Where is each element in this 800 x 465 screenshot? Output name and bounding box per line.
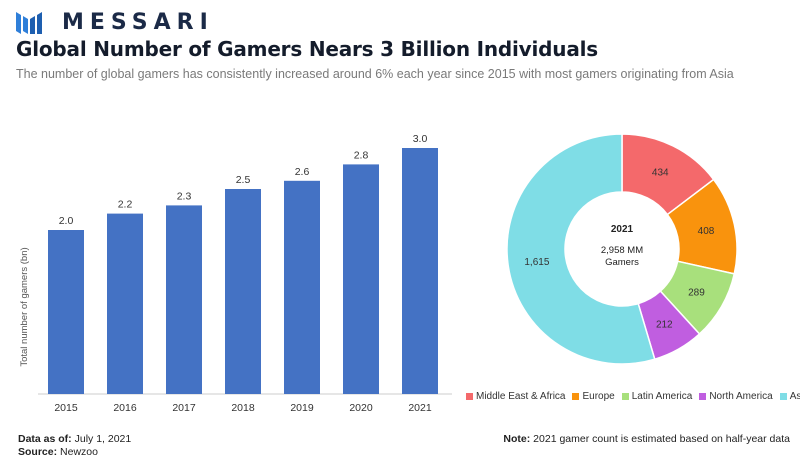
messari-logo-mark bbox=[16, 12, 42, 34]
messari-logo: MESSARI bbox=[16, 9, 214, 35]
page-title: Global Number of Gamers Nears 3 Billion … bbox=[16, 37, 598, 61]
donut-center-value: 2,958 MM bbox=[601, 245, 643, 256]
bar-2019 bbox=[284, 180, 320, 394]
legend-label: Europe bbox=[582, 391, 615, 402]
legend-item: Asia bbox=[779, 391, 800, 402]
x-tick-label: 2019 bbox=[290, 402, 314, 414]
donut-data-label: 434 bbox=[652, 167, 669, 178]
legend-swatch bbox=[572, 393, 580, 400]
bar-data-label: 2.5 bbox=[236, 174, 251, 186]
legend-swatch bbox=[779, 393, 787, 400]
donut-center-unit: Gamers bbox=[605, 257, 639, 268]
footer-sources: Data as of: July 1, 2021 Source: Newzoo bbox=[18, 433, 131, 459]
donut-data-label: 408 bbox=[698, 226, 715, 237]
bar-2016 bbox=[107, 213, 143, 394]
x-tick-label: 2016 bbox=[113, 402, 137, 414]
legend-swatch bbox=[699, 393, 707, 400]
legend-swatch bbox=[466, 393, 473, 400]
bar-data-label: 2.2 bbox=[118, 199, 133, 211]
legend-label: Asia bbox=[789, 391, 800, 402]
bar-2020 bbox=[343, 164, 379, 394]
donut-slice-asia bbox=[506, 133, 656, 365]
donut-data-label: 1,615 bbox=[524, 257, 549, 268]
legend-item: Middle East & Africa bbox=[466, 391, 565, 402]
bar-chart: Total number of gamers (bn) 2.0 2015 2.2 201… bbox=[19, 133, 452, 414]
legend-swatch bbox=[621, 393, 629, 400]
bar-data-label: 3.0 bbox=[413, 133, 428, 145]
x-tick-label: 2017 bbox=[172, 402, 196, 414]
bar-2021 bbox=[402, 148, 438, 394]
bar-2015 bbox=[48, 230, 84, 394]
donut-data-label: 212 bbox=[656, 319, 673, 330]
footer-note: Note: 2021 gamer count is estimated base… bbox=[503, 433, 790, 445]
x-tick-label: 2021 bbox=[408, 402, 432, 414]
bar-data-label: 2.3 bbox=[177, 190, 192, 202]
legend-label: Latin America bbox=[631, 391, 693, 402]
donut-data-label: 289 bbox=[688, 288, 705, 299]
donut-center-title: 2021 bbox=[611, 224, 634, 235]
legend-item: North America bbox=[699, 391, 773, 402]
bar-data-label: 2.0 bbox=[59, 215, 74, 227]
y-axis-label: Total number of gamers (bn) bbox=[19, 247, 30, 366]
source: Source: Newzoo bbox=[18, 446, 98, 458]
bar-data-label: 2.6 bbox=[295, 166, 310, 178]
x-tick-label: 2015 bbox=[54, 402, 78, 414]
donut-legend: Middle East & Africa Europe Latin America N… bbox=[466, 391, 800, 402]
bar-data-label: 2.8 bbox=[354, 149, 369, 161]
x-tick-label: 2020 bbox=[349, 402, 373, 414]
page-subtitle: The number of global gamers has consiste… bbox=[16, 67, 734, 81]
legend-item: Europe bbox=[572, 391, 615, 402]
legend-label: North America bbox=[709, 391, 773, 402]
x-tick-label: 2018 bbox=[231, 402, 255, 414]
brand-name: MESSARI bbox=[62, 9, 214, 35]
data-as-of: Data as of: July 1, 2021 bbox=[18, 433, 132, 445]
bar-2017 bbox=[166, 205, 202, 394]
legend-label: Middle East & Africa bbox=[476, 391, 566, 402]
bar-2018 bbox=[225, 189, 261, 394]
legend-item: Latin America bbox=[621, 391, 693, 402]
